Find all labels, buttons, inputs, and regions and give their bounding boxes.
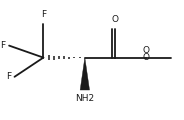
Polygon shape <box>80 58 90 90</box>
Text: O: O <box>112 15 119 24</box>
Text: O: O <box>143 53 150 62</box>
Text: F: F <box>0 41 6 50</box>
Text: F: F <box>6 72 11 81</box>
Text: F: F <box>41 10 46 19</box>
Text: O: O <box>143 46 150 55</box>
Text: NH2: NH2 <box>75 94 94 103</box>
